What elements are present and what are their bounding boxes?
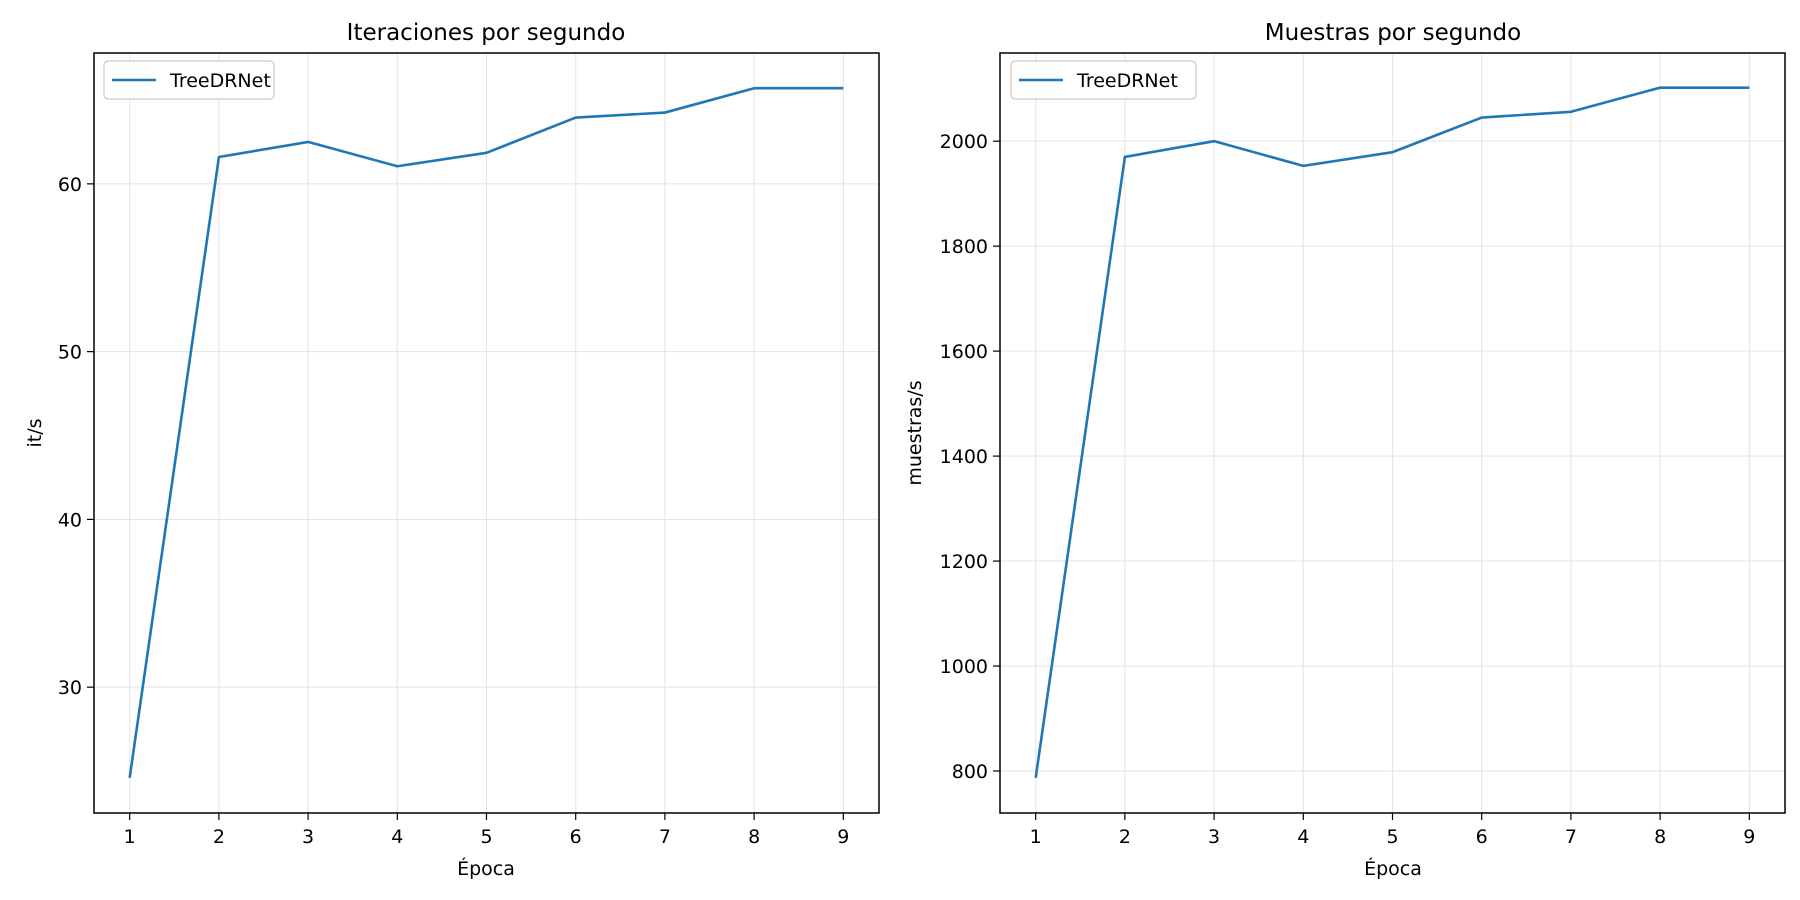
legend: TreeDRNet (1010, 60, 1197, 100)
x-tick-label: 9 (1743, 826, 1755, 848)
y-tick-label: 1600 (940, 341, 988, 363)
x-tick-label: 5 (1386, 826, 1398, 848)
chart-title: Iteraciones por segundo (347, 20, 626, 46)
x-tick-label: 6 (570, 826, 582, 848)
legend-label: TreeDRNet (1076, 70, 1178, 92)
plot-area (1034, 86, 1750, 779)
y-axis-label: muestras/s (904, 380, 926, 485)
y-tick-label: 1000 (940, 656, 988, 678)
x-tick-label: 4 (391, 826, 403, 848)
x-tick-label: 8 (748, 826, 760, 848)
x-tick-label: 1 (124, 826, 136, 848)
x-tick-label: 3 (302, 826, 314, 848)
x-tick-label: 7 (1565, 826, 1577, 848)
legend: TreeDRNet (103, 60, 275, 100)
y-tick-label: 2000 (940, 131, 988, 153)
y-axis: 30 40 50 60 (58, 174, 94, 699)
y-tick-label: 40 (58, 509, 82, 531)
y-tick-label: 1400 (940, 446, 988, 468)
chart-samples: Muestras por segundo 1 2 3 4 5 6 7 8 9 800 1000 12… (904, 20, 1786, 880)
grid (1000, 53, 1785, 813)
legend-box (1010, 60, 1197, 100)
y-tick-label: 1200 (940, 551, 988, 573)
x-tick-label: 5 (480, 826, 492, 848)
x-axis: 1 2 3 4 5 6 7 8 9 (1030, 813, 1755, 848)
x-tick-label: 2 (1119, 826, 1131, 848)
chart-iterations: Iteraciones por segundo 1 2 3 4 5 6 7 8 9 30 40 50… (24, 20, 880, 880)
x-tick-label: 8 (1654, 826, 1666, 848)
y-tick-label: 800 (952, 761, 988, 783)
x-tick-label: 2 (213, 826, 225, 848)
series-line (128, 86, 844, 778)
x-tick-label: 1 (1030, 826, 1042, 848)
plot-area (128, 86, 844, 778)
x-axis: 1 2 3 4 5 6 7 8 9 (124, 813, 849, 848)
y-tick-label: 50 (58, 342, 82, 364)
grid (94, 53, 879, 813)
y-tick-label: 30 (58, 677, 82, 699)
x-tick-label: 9 (837, 826, 849, 848)
series-line (1034, 86, 1750, 779)
x-axis-label: Época (1364, 857, 1422, 880)
y-tick-label: 1800 (940, 236, 988, 258)
x-tick-label: 6 (1476, 826, 1488, 848)
x-tick-label: 4 (1297, 826, 1309, 848)
x-tick-label: 3 (1208, 826, 1220, 848)
legend-box (103, 60, 275, 100)
y-axis: 800 1000 1200 1400 1600 1800 2000 (940, 131, 1000, 783)
chart-title: Muestras por segundo (1265, 20, 1521, 46)
x-tick-label: 7 (659, 826, 671, 848)
y-axis-label: it/s (24, 418, 46, 447)
y-tick-label: 60 (58, 174, 82, 196)
legend-label: TreeDRNet (169, 70, 271, 92)
x-axis-label: Época (457, 857, 515, 880)
